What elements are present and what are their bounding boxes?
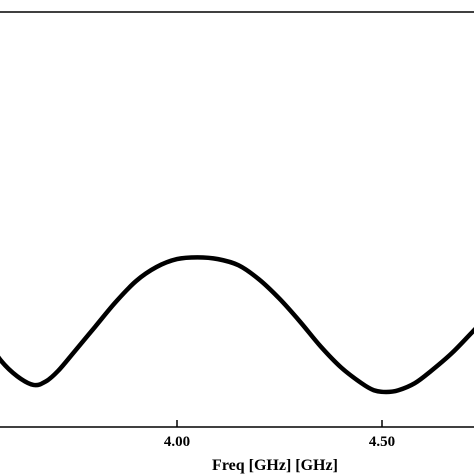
plot-border bbox=[0, 11, 474, 428]
chart-series bbox=[0, 255, 474, 395]
x-axis-ticks: 3.504.004.50 bbox=[164, 420, 395, 450]
x-tick-label: 4.00 bbox=[164, 434, 190, 450]
series-line bbox=[0, 255, 474, 395]
plot-frame bbox=[0, 11, 474, 428]
x-tick-label: 4.50 bbox=[369, 434, 395, 450]
x-axis-label: Freq [GHz] [GHz] bbox=[212, 457, 338, 474]
